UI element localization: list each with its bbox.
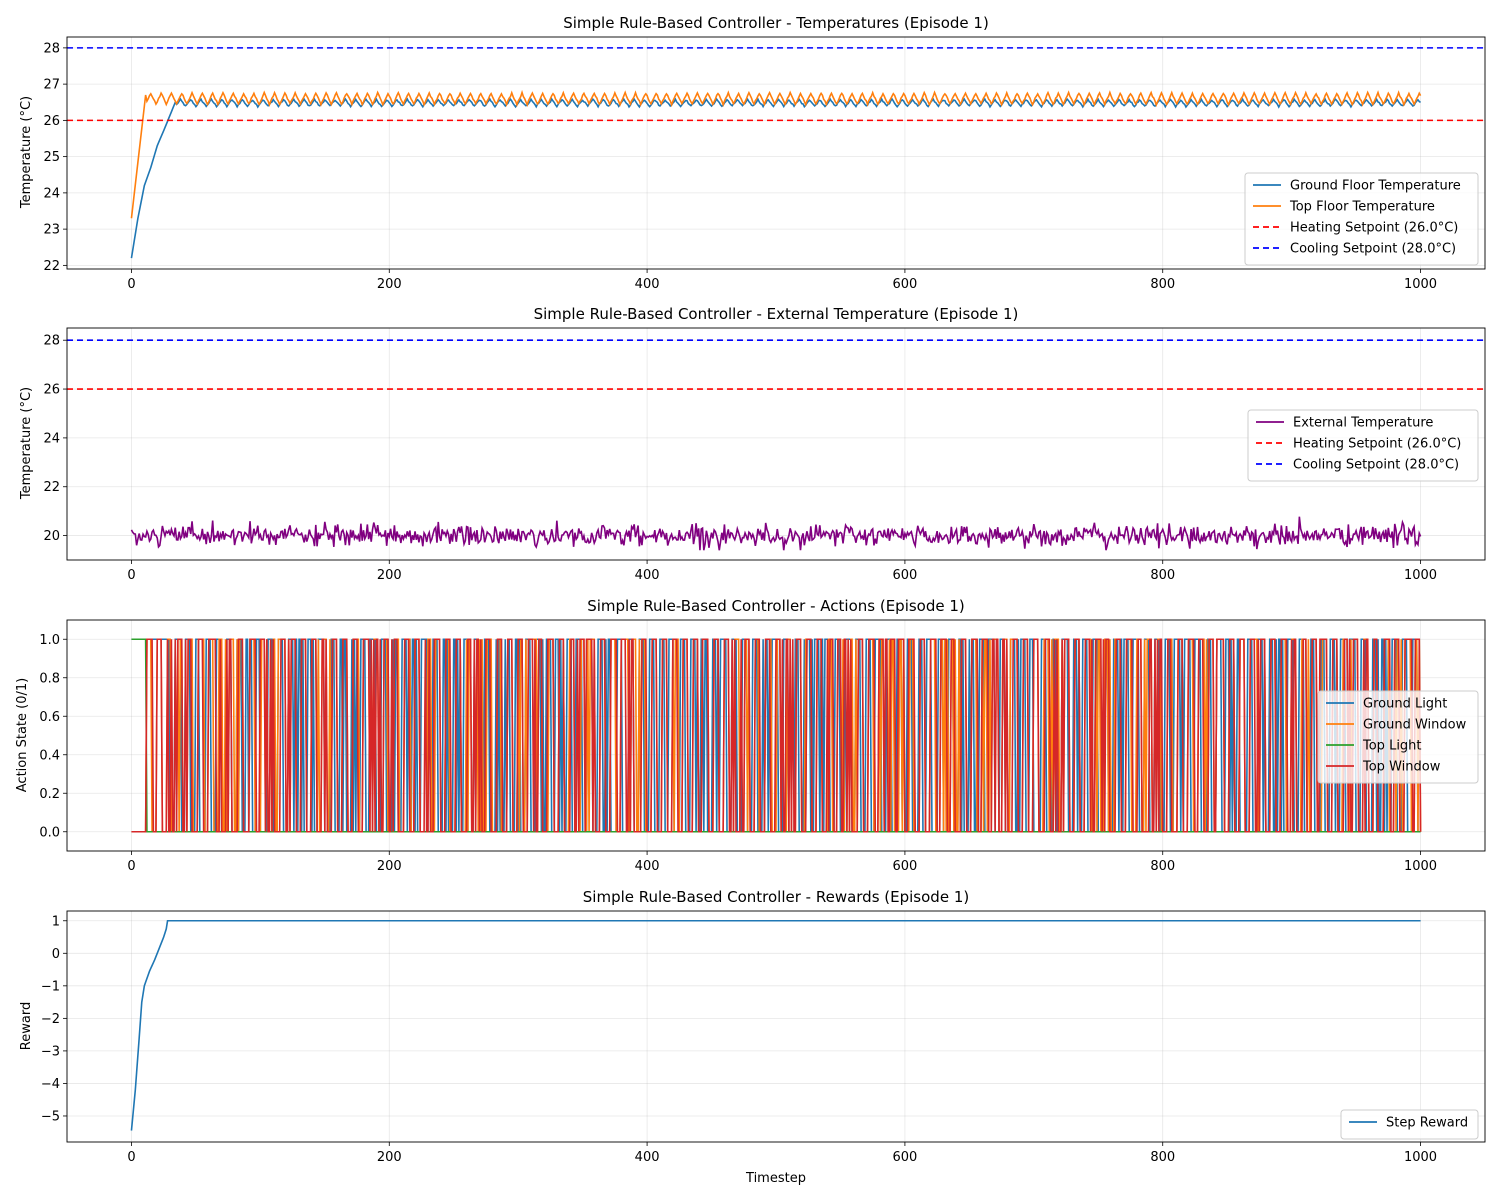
legend-box (1340, 1109, 1479, 1140)
x-tick-label: 1000 (1404, 277, 1437, 292)
x-tick-label: 600 (892, 1150, 917, 1165)
x-tick-label: 1000 (1404, 568, 1437, 583)
y-tick-label: 0.0 (39, 825, 60, 840)
axes-frame (66, 327, 1486, 561)
legend-label: Ground Light (1363, 697, 1447, 712)
y-tick-label: 24 (43, 186, 60, 201)
legend-label: Ground Window (1363, 718, 1467, 733)
y-tick-label: 28 (43, 41, 60, 56)
x-tick-label: 400 (635, 859, 660, 874)
y-tick-label: 22 (43, 480, 60, 495)
axes-frame (66, 910, 1486, 1143)
series-line-2 (130, 89, 1422, 219)
legend-label: Top Light (1362, 739, 1422, 754)
y-tick-label: 28 (43, 334, 60, 349)
x-tick-label: 0 (127, 568, 135, 583)
y-axis-label: Action State (0/1) (15, 678, 30, 792)
y-axis-label: Temperature (°C) (19, 96, 34, 209)
y-axis-label: Reward (19, 1002, 34, 1050)
legend-label: Step Reward (1386, 1116, 1468, 1131)
y-tick-label: 24 (43, 431, 60, 446)
actions-panel: Simple Rule-Based Controller - Actions (… (15, 597, 1486, 874)
y-tick-label: 0 (52, 947, 60, 962)
legend-label: Top Window (1362, 760, 1441, 775)
x-tick-label: 800 (1150, 1150, 1175, 1165)
x-tick-label: 1000 (1404, 859, 1437, 874)
y-tick-label: 0.6 (39, 710, 60, 725)
panel-title: Simple Rule-Based Controller - Actions (… (587, 597, 965, 615)
legend-label: Cooling Setpoint (28.0°C) (1290, 242, 1456, 257)
series-line-4 (131, 638, 1422, 833)
rewards-panel: Simple Rule-Based Controller - Rewards (… (19, 888, 1486, 1186)
panel-title: Simple Rule-Based Controller - Rewards (… (583, 888, 969, 906)
x-tick-label: 0 (127, 1150, 135, 1165)
x-tick-label: 1000 (1404, 1150, 1437, 1165)
y-tick-label: 23 (43, 223, 60, 238)
x-tick-label: 800 (1150, 859, 1175, 874)
legend: Ground Floor Temperature Top Floor Temper… (1244, 172, 1479, 266)
y-tick-label: −3 (41, 1044, 60, 1059)
legend-label: Heating Setpoint (26.0°C) (1290, 221, 1458, 236)
x-axis-label: Timestep (745, 1171, 806, 1186)
legend: External Temperature Heating Setpoint (26… (1247, 409, 1479, 482)
x-tick-label: 0 (127, 859, 135, 874)
x-tick-label: 600 (892, 859, 917, 874)
legend-label: Top Floor Temperature (1289, 200, 1435, 215)
y-tick-label: −1 (41, 979, 60, 994)
y-tick-label: 1.0 (39, 633, 60, 648)
y-tick-label: 20 (43, 529, 60, 544)
panel-title: Simple Rule-Based Controller - Temperatu… (563, 14, 989, 32)
x-tick-label: 0 (127, 277, 135, 292)
y-tick-label: 0.4 (39, 748, 60, 763)
y-tick-label: 25 (43, 150, 60, 165)
y-tick-label: −5 (41, 1109, 60, 1124)
panel-title: Simple Rule-Based Controller - External … (534, 305, 1019, 323)
y-tick-label: 1 (52, 914, 60, 929)
y-tick-label: 22 (43, 259, 60, 274)
legend-box (1247, 409, 1479, 482)
axes-frame (66, 36, 1486, 270)
external-temperature-panel: Simple Rule-Based Controller - External … (19, 305, 1486, 583)
x-tick-label: 200 (377, 277, 402, 292)
x-tick-label: 200 (377, 859, 402, 874)
series-line-1 (130, 516, 1422, 551)
legend-label: Heating Setpoint (26.0°C) (1293, 437, 1461, 452)
legend-box (1244, 172, 1479, 266)
y-tick-label: 27 (43, 78, 60, 93)
x-tick-label: 200 (377, 568, 402, 583)
y-tick-label: 0.8 (39, 671, 60, 686)
y-tick-label: 26 (43, 383, 60, 398)
legend: Ground Light Ground Window Top Light Top Wi… (1317, 690, 1479, 784)
x-tick-label: 800 (1150, 277, 1175, 292)
x-tick-label: 400 (635, 1150, 660, 1165)
series-line-1 (130, 919, 1421, 1131)
y-axis-label: Temperature (°C) (19, 387, 34, 500)
y-tick-label: −4 (41, 1077, 60, 1092)
x-tick-label: 800 (1150, 568, 1175, 583)
legend-label: Cooling Setpoint (28.0°C) (1293, 458, 1459, 473)
axes-frame (66, 619, 1486, 852)
x-tick-label: 600 (892, 568, 917, 583)
x-tick-label: 400 (635, 277, 660, 292)
y-tick-label: 26 (43, 114, 60, 129)
legend-label: External Temperature (1293, 416, 1433, 431)
temperatures-panel: Simple Rule-Based Controller - Temperatu… (19, 14, 1486, 292)
y-tick-label: 0.2 (39, 787, 60, 802)
x-tick-label: 200 (377, 1150, 402, 1165)
legend-box (1317, 690, 1479, 784)
x-tick-label: 600 (892, 277, 917, 292)
legend: Step Reward (1340, 1109, 1479, 1140)
y-tick-label: −2 (41, 1012, 60, 1027)
x-tick-label: 400 (635, 568, 660, 583)
legend-label: Ground Floor Temperature (1290, 179, 1461, 194)
